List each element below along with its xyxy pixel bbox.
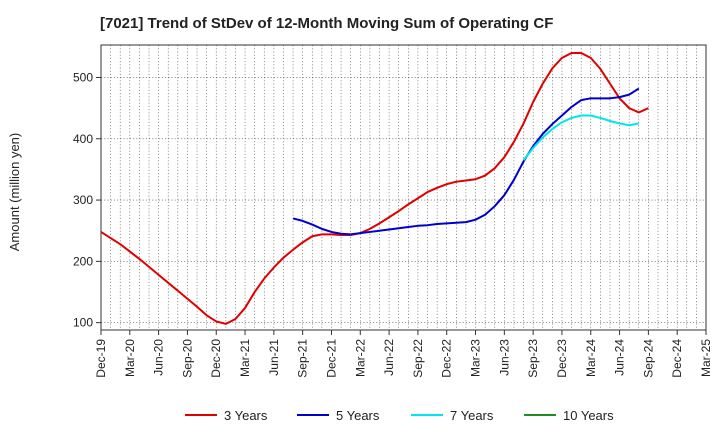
series-line: [100, 51, 649, 325]
y-tick-label: 200: [73, 254, 93, 268]
x-tick-label: Dec-22: [440, 339, 454, 378]
y-tick-label: 300: [73, 193, 93, 207]
x-tick-label: Dec-24: [670, 339, 684, 378]
x-tick-label: Sep-22: [411, 339, 425, 378]
legend-label: 5 Years: [336, 408, 380, 423]
x-tick-label: Dec-23: [555, 339, 569, 378]
x-tick-label: Mar-25: [699, 339, 713, 377]
x-tick-label: Jun-21: [267, 339, 281, 376]
x-tick-label: Jun-24: [613, 339, 627, 376]
y-axis-ticks: 100 200 300 400 500: [73, 70, 101, 330]
axes: [100, 44, 707, 331]
x-tick-label: Mar-22: [353, 339, 367, 377]
series-lines: [100, 51, 649, 325]
x-tick-label: Mar-21: [238, 339, 252, 377]
x-tick-label: Mar-24: [584, 339, 598, 377]
x-tick-label: Dec-20: [209, 339, 223, 378]
y-tick-label: 100: [73, 316, 93, 330]
legend-label: 10 Years: [563, 408, 614, 423]
x-tick-label: Sep-20: [180, 339, 194, 378]
legend: 3 Years 5 Years 7 Years 10 Years: [185, 408, 614, 423]
chart-title: [7021] Trend of StDev of 12-Month Moving…: [100, 15, 553, 32]
plot-background: [101, 45, 706, 330]
y-tick-label: 500: [73, 70, 93, 84]
y-axis-label: Amount (million yen): [7, 133, 22, 252]
x-tick-label: Mar-23: [469, 339, 483, 377]
legend-label: 7 Years: [450, 408, 494, 423]
x-tick-label: Mar-20: [123, 339, 137, 377]
x-tick-label: Jun-22: [382, 339, 396, 376]
x-tick-label: Sep-24: [641, 339, 655, 378]
x-tick-label: Sep-23: [526, 339, 540, 378]
x-tick-label: Jun-20: [152, 339, 166, 376]
legend-label: 3 Years: [224, 408, 268, 423]
series-line: [522, 114, 639, 161]
plot-frame: [100, 44, 707, 331]
x-tick-label: Dec-19: [94, 339, 108, 378]
grid: [100, 45, 707, 330]
plot-area: [101, 45, 706, 330]
y-tick-label: 400: [73, 132, 93, 146]
x-tick-label: Jun-23: [497, 339, 511, 376]
x-axis-ticks: Dec-19 Mar-20 Jun-20 Sep-20 Dec-20 Mar-21 Jun-…: [94, 330, 713, 378]
series-line: [292, 87, 640, 236]
x-tick-label: Sep-21: [296, 339, 310, 378]
x-tick-label: Dec-21: [324, 339, 338, 378]
